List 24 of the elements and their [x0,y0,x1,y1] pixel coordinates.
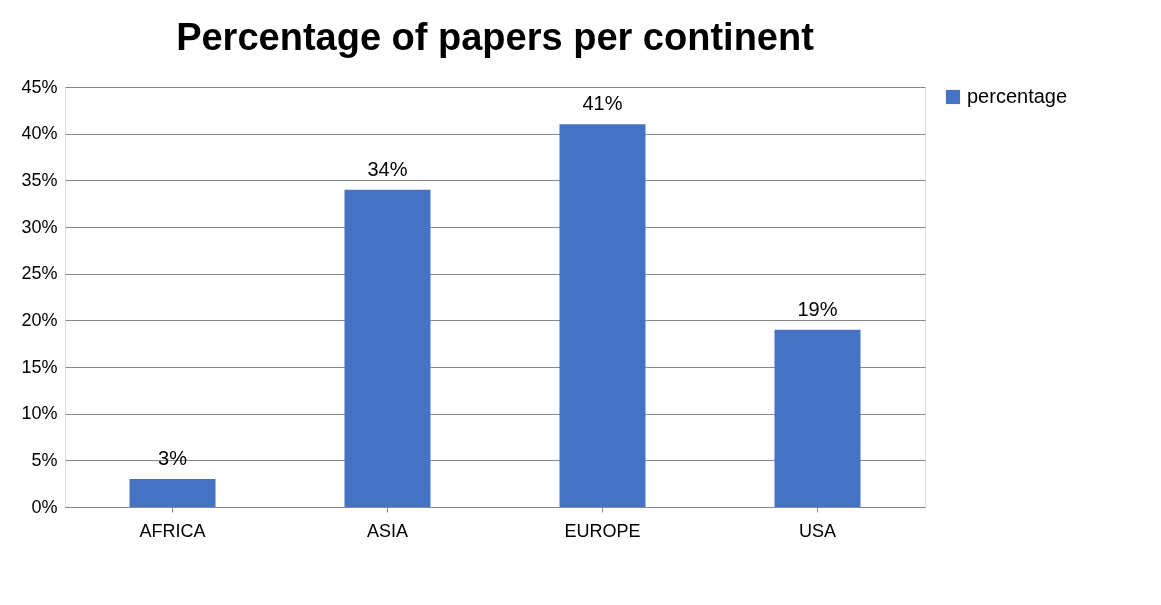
x-tick-label: ASIA [366,520,409,541]
y-tick-label: 0% [31,496,58,517]
y-tick-label: 5% [31,449,58,470]
y-tick-label: 25% [21,263,58,284]
y-tick-label: 20% [21,309,58,330]
y-tick-label: 10% [21,403,58,424]
data-label: 19% [797,297,838,320]
y-tick-label: 15% [21,356,58,377]
y-tick-label: 40% [21,123,58,144]
bar [774,329,861,507]
chart-title: Percentage of papers per continent [176,16,815,58]
data-label: 41% [582,92,623,115]
y-tick-label: 35% [21,169,58,190]
data-label: 34% [367,157,408,180]
y-tick-label: 45% [21,76,58,97]
bar [129,479,216,507]
x-tick-label: USA [798,520,837,541]
x-tick-label: AFRICA [139,520,206,541]
y-tick-label: 30% [21,216,58,237]
x-tick-label: EUROPE [564,520,641,541]
bar [344,189,431,507]
data-label: 3% [158,447,188,469]
legend-label: percentage [967,85,1068,107]
bar [559,124,646,507]
